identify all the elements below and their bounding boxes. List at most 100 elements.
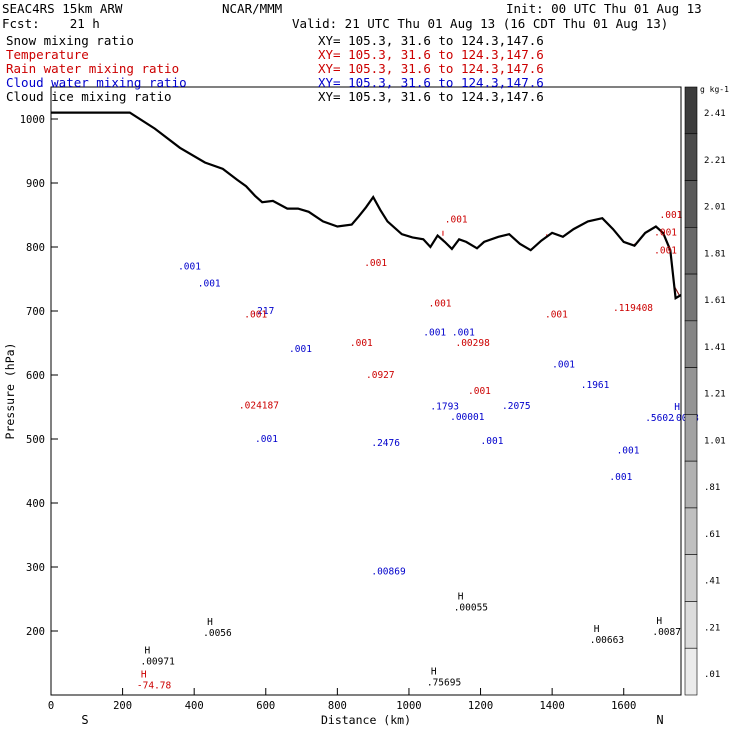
x-tick-label: 1000 (396, 700, 421, 712)
colorbar-tick-label: 2.41 (704, 109, 726, 119)
x-tick-label: 600 (256, 700, 275, 712)
colorbar-segment (684, 133, 698, 181)
field-name-cloud-ice: Cloud ice mixing ratio (6, 89, 172, 104)
max-marker: H (656, 616, 662, 627)
max-marker: H (674, 402, 680, 413)
colorbar-segment (684, 507, 698, 555)
colorbar-tick-label: 1.21 (704, 390, 726, 400)
colorbar-segment (684, 554, 698, 602)
colorbar-segment (684, 367, 698, 415)
cloud-water-label: .00869 (371, 567, 406, 578)
rain-label: .001 (364, 258, 387, 269)
max-label: .0056 (203, 628, 232, 639)
rain-label: .001 (468, 386, 491, 397)
cloud-water-label: .001 (423, 327, 446, 338)
colorbar-tick-label: 2.21 (704, 156, 726, 166)
init-time: Init: 00 UTC Thu 01 Aug 13 (506, 1, 702, 16)
max-label: .00971 (140, 656, 175, 667)
model-title: SEAC4RS 15km ARW (2, 1, 123, 16)
colorbar-segment (684, 414, 698, 462)
x-axis-title: Distance (km) (321, 713, 411, 727)
rain-label: .001 (545, 309, 568, 320)
colorbar-segment (684, 180, 698, 228)
cloud-water-label: .001 (552, 359, 575, 370)
cloud-water-label: .001 (481, 436, 504, 447)
cloud-water-label: .1793 (430, 402, 459, 413)
field-name-cloud-water: Cloud water mixing ratio (6, 75, 187, 90)
cloud-water-label: .2476 (371, 438, 400, 449)
cloud-water-label: .217 (251, 306, 274, 317)
max-marker: H (594, 624, 600, 635)
colorbar-tick-label: .01 (704, 670, 720, 680)
colorbar-tick-label: .41 (704, 577, 720, 587)
field-xy-snow: XY= 105.3, 31.6 to 124.3,147.6 (318, 33, 544, 48)
cloud-water-label: .001 (452, 327, 475, 338)
colorbar-segment (684, 273, 698, 322)
x-tick-label: 400 (185, 700, 204, 712)
colorbar-tick-label: .81 (704, 483, 720, 493)
colorbar-segment (684, 647, 698, 696)
max-marker: H (431, 666, 437, 677)
x-tick-label: 1200 (468, 700, 493, 712)
y-tick-label: 800 (26, 242, 45, 254)
valid-time: Valid: 21 UTC Thu 01 Aug 13 (16 CDT Thu … (292, 16, 669, 31)
chart-header: SEAC4RS 15km ARW NCAR/MMM Init: 00 UTC T… (0, 0, 740, 115)
rain-label: .119408 (613, 303, 653, 314)
max-label: -74.78 (137, 681, 172, 692)
colorbar-unit: g kg-1 (700, 85, 729, 94)
x-tick-label: 800 (328, 700, 347, 712)
plot-frame (50, 86, 682, 696)
x-tick-label: 200 (113, 700, 132, 712)
colorbar-tick-label: 1.61 (704, 296, 726, 306)
cloud-water-label: .00001 (450, 412, 485, 423)
y-tick-label: 600 (26, 370, 45, 382)
max-marker: H (141, 670, 147, 681)
colorbar-tick-label: 1.01 (704, 436, 726, 446)
max-label: .0087 (652, 627, 681, 638)
cloud-water-label: .001 (289, 344, 312, 355)
y-tick-label: 400 (26, 498, 45, 510)
max-marker: H (207, 617, 213, 628)
rain-label: .001 (654, 227, 677, 238)
cloud-water-label: .1961 (581, 380, 610, 391)
field-xy-cloud-ice: XY= 105.3, 31.6 to 124.3,147.6 (318, 89, 544, 104)
cloud-water-label: .001 (198, 279, 221, 290)
rain-label: .0927 (366, 370, 395, 381)
rain-label: .024187 (239, 400, 279, 411)
y-tick-label: 700 (26, 306, 45, 318)
colorbar-tick-label: 1.41 (704, 343, 726, 353)
x-tick-label: 0 (48, 700, 54, 712)
max-label: .00055 (454, 603, 488, 614)
field-name-snow: Snow mixing ratio (6, 33, 134, 48)
cloud-water-label: .2075 (502, 401, 531, 412)
cloud-water-label: .5602 (645, 413, 674, 424)
y-tick-label: 500 (26, 434, 45, 446)
field-name-temperature: Temperature (6, 47, 89, 62)
rain-label: .001 (350, 338, 373, 349)
field-name-rain: Rain water mixing ratio (6, 61, 180, 76)
x-tick-label: 1400 (539, 700, 564, 712)
y-tick-label: 1000 (20, 114, 45, 126)
max-label: .75695 (427, 677, 461, 688)
field-xy-temperature: XY= 105.3, 31.6 to 124.3,147.6 (318, 47, 544, 62)
x-tick-label: 1600 (611, 700, 636, 712)
colorbar-tick-label: .21 (704, 623, 720, 633)
cloud-water-label: .001 (255, 434, 278, 445)
y-tick-label: 900 (26, 178, 45, 190)
colorbar-tick-label: .61 (704, 530, 720, 540)
max-marker: H (458, 592, 464, 603)
field-xy-rain: XY= 105.3, 31.6 to 124.3,147.6 (318, 61, 544, 76)
rain-label: .001 (244, 309, 267, 320)
x-end-label-right: N (656, 713, 663, 727)
rain-label: .001 (429, 299, 452, 310)
colorbar-segment (684, 460, 698, 509)
colorbar-segment (684, 601, 698, 649)
colorbar-tick-label: 2.01 (704, 203, 726, 213)
terrain-line (51, 111, 682, 301)
y-axis-title: Pressure (hPa) (3, 343, 17, 440)
y-tick-label: 200 (26, 626, 45, 638)
forecast-hour: Fcst: 21 h (2, 16, 100, 31)
max-label: .00663 (590, 635, 624, 646)
colorbar-segment (684, 320, 698, 368)
